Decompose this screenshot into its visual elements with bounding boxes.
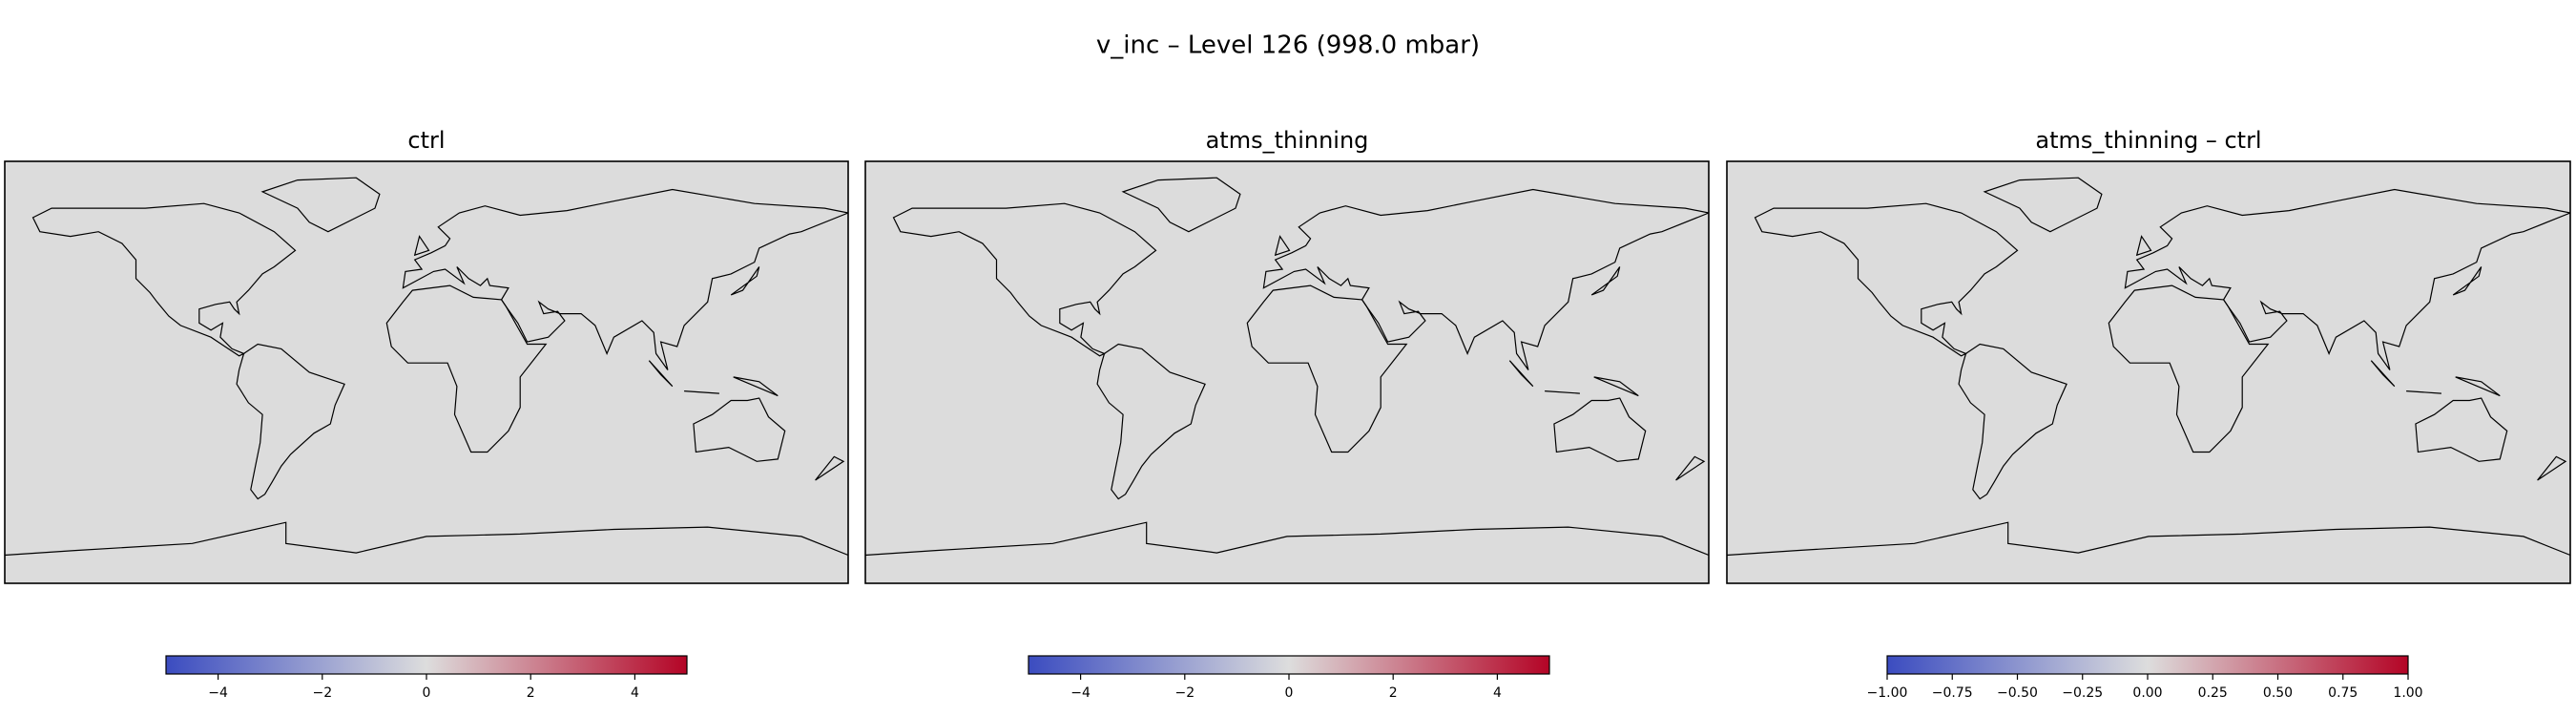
colorbar-tick-label: 0.50 (2263, 685, 2293, 701)
coastline (1727, 521, 2570, 557)
coastline (1096, 343, 1206, 500)
coastline (892, 202, 1157, 357)
coastline (2124, 188, 2570, 370)
coastlines (5, 177, 848, 557)
coastline (1754, 202, 2019, 357)
panel-title: ctrl (407, 127, 445, 154)
colorbar-tick-label: 0 (1285, 685, 1294, 701)
coastline (1590, 266, 1621, 296)
colorbar (1886, 655, 2409, 675)
colorbar (1028, 655, 1550, 675)
coastline (2370, 360, 2396, 388)
coastline (413, 235, 430, 257)
colorbar-tick-label: −0.50 (1997, 685, 2038, 701)
panel: ctrl −4 −2 0 2 4 (4, 127, 849, 701)
coastline (733, 376, 779, 397)
coastline (1121, 177, 1241, 233)
coastline (684, 390, 719, 394)
colorbar-tick-label: 0.25 (2198, 685, 2228, 701)
colorbar-tick-label: −1.00 (1867, 685, 1908, 701)
coastline (5, 521, 848, 557)
coastline (1262, 188, 1709, 370)
coastline (1246, 284, 1408, 453)
colorbar-tick-label: −4 (1070, 685, 1091, 701)
colorbar-tick-label: 2 (1389, 685, 1398, 701)
map-frame (864, 160, 1710, 584)
colorbar-tick-label: 0.75 (2328, 685, 2358, 701)
coastline (1274, 235, 1291, 257)
panel-title: atms_thinning (1206, 127, 1369, 154)
colorbar-tick-label: 1.00 (2393, 685, 2422, 701)
panel: atms_thinning – ctrl −1.00 −0.75 −0.50 −0.25… (1726, 127, 2571, 701)
coastlines (1727, 177, 2570, 557)
map-field (5, 161, 848, 583)
coastline (2415, 397, 2508, 462)
map-field (1727, 161, 2570, 583)
coastline (236, 343, 345, 500)
colorbar-tick-label: 4 (1493, 685, 1502, 701)
coastline (2455, 376, 2501, 397)
colorbar-tick-label: −0.25 (2062, 685, 2103, 701)
coastline (730, 266, 760, 296)
coastline (865, 521, 1709, 557)
colorbar-tick-label: −4 (208, 685, 228, 701)
panel: atms_thinning −4 −2 0 2 4 (864, 127, 1710, 701)
colorbar-tick-label: −2 (1174, 685, 1195, 701)
colorbar-tick-label: 0.00 (2132, 685, 2162, 701)
coastline (385, 284, 548, 453)
coastlines (865, 177, 1709, 557)
coastline (693, 397, 786, 462)
coastline (260, 177, 381, 233)
coastline (402, 188, 848, 370)
coastline (1675, 455, 1706, 481)
panel-title: atms_thinning – ctrl (2035, 127, 2261, 154)
coastline (1553, 397, 1647, 462)
coastline (2452, 266, 2483, 296)
coastline (1958, 343, 2067, 500)
colorbar-tick-label: 4 (631, 685, 639, 701)
coastline (2406, 390, 2441, 394)
coastline (815, 455, 845, 481)
coastline (2108, 284, 2270, 453)
coastline (1593, 376, 1639, 397)
figure-title: v_inc – Level 126 (998.0 mbar) (1096, 32, 1480, 60)
colorbar-tick-label: 0 (423, 685, 431, 701)
map-field (865, 161, 1709, 583)
map-frame (4, 160, 849, 584)
colorbar-tick-label: 2 (527, 685, 535, 701)
colorbar-tick-label: −2 (312, 685, 332, 701)
coastline (648, 360, 674, 388)
coastline (1983, 177, 2103, 233)
coastline (1508, 360, 1534, 388)
colorbar-tick-label: −0.75 (1932, 685, 1973, 701)
coastline (1545, 390, 1580, 394)
coastline (31, 202, 297, 357)
map-frame (1726, 160, 2571, 584)
coastline (2537, 455, 2567, 481)
coastline (2135, 235, 2152, 257)
colorbar (165, 655, 688, 675)
